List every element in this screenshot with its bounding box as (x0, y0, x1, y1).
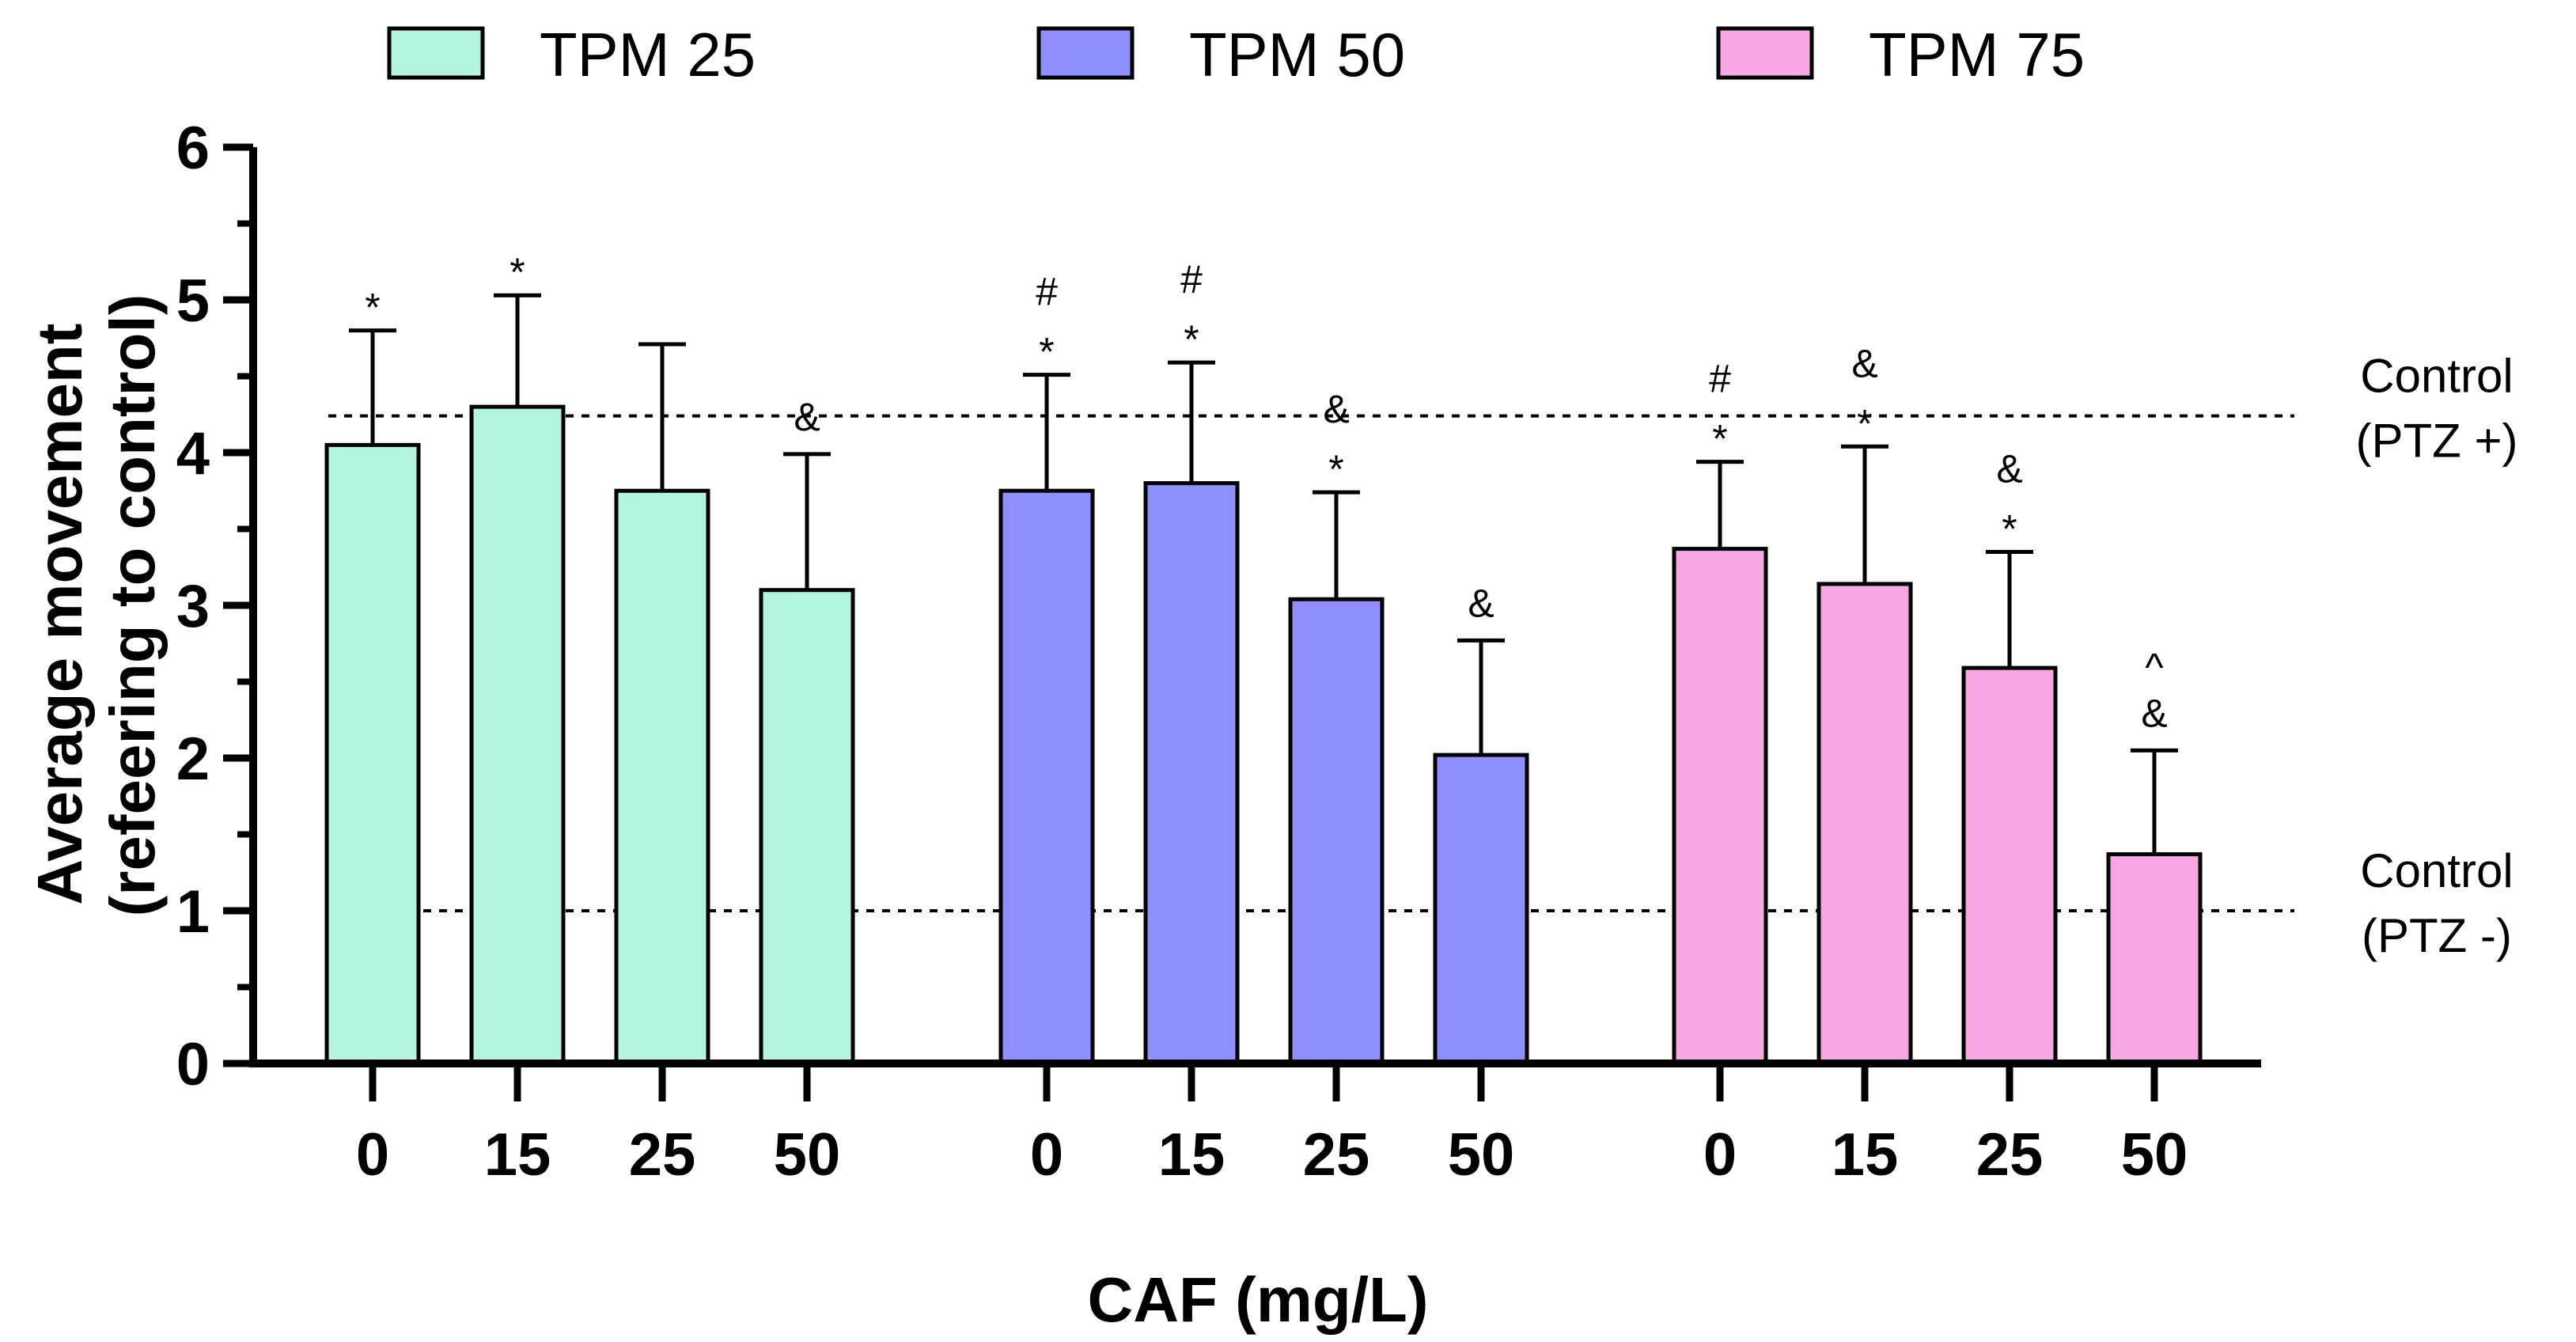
legend-label: TPM 75 (1869, 20, 2085, 89)
legend-swatch (1716, 26, 1814, 80)
x-tick-label: 50 (1448, 1121, 1515, 1188)
bar (759, 588, 855, 1066)
legend-label: TPM 50 (1189, 20, 1405, 89)
legend: TPM 25 TPM 50 TPM 75 (387, 20, 2085, 89)
y-tick-label: 2 (176, 726, 210, 793)
y-tick-label: 6 (176, 115, 210, 182)
bar (469, 404, 566, 1066)
bar (1288, 597, 1385, 1066)
significance-mark: # (1180, 257, 1203, 301)
legend-item-3: TPM 75 (1716, 20, 2085, 89)
reference-line-label-2: Control (PTZ -) (2360, 844, 2513, 962)
significance-mark: * (1039, 330, 1054, 374)
x-tick-label: 25 (1976, 1121, 2044, 1188)
significance-mark: * (1712, 417, 1727, 461)
significance-mark: & (794, 395, 820, 439)
significance-mark: # (1709, 357, 1731, 401)
bar (614, 488, 710, 1066)
bar (1433, 753, 1529, 1066)
y-axis-title: Average movement (refeering to control) (25, 294, 168, 917)
y-tick-label: 0 (176, 1031, 210, 1098)
legend-label: TPM 25 (540, 20, 756, 89)
bar (1143, 481, 1240, 1066)
significance-mark: & (1851, 341, 1877, 385)
bar (1961, 665, 2058, 1066)
significance-mark: * (1184, 317, 1199, 362)
bar (998, 488, 1095, 1066)
significance-mark: & (1996, 446, 2022, 491)
y-tick-label: 4 (176, 420, 210, 487)
y-axis-title-line-1: Average movement (25, 324, 95, 905)
y-ticks: 0 1 2 3 4 5 6 (176, 115, 253, 1098)
reference-line-label-text: (PTZ -) (2362, 909, 2512, 962)
x-tick-label: 15 (484, 1121, 551, 1188)
series-1: * * & (324, 250, 855, 1066)
reference-line-label-text: Control (2360, 844, 2513, 897)
significance-mark: # (1036, 270, 1058, 314)
x-tick-label: 15 (1158, 1121, 1225, 1188)
significance-mark: * (365, 286, 380, 330)
bar (2106, 852, 2203, 1066)
legend-item-1: TPM 25 (387, 20, 756, 89)
x-tick-label: 25 (1303, 1121, 1370, 1188)
x-tick-label: 0 (356, 1121, 389, 1188)
significance-mark: * (510, 250, 525, 294)
legend-item-2: TPM 50 (1036, 20, 1405, 89)
bar (1672, 547, 1768, 1066)
y-tick-label: 1 (176, 878, 210, 946)
bar (1816, 582, 1913, 1066)
x-axis-title: CAF (mg/L) (1087, 1264, 1428, 1335)
x-ticks: 0 15 25 50 0 15 25 50 0 15 25 50 (356, 1063, 2188, 1188)
x-tick-label: 50 (774, 1121, 841, 1188)
reference-line-label-text: Control (2360, 350, 2513, 403)
significance-mark: ^ (2145, 645, 2164, 689)
significance-mark: & (1323, 387, 1349, 431)
x-tick-label: 15 (1832, 1121, 1899, 1188)
reference-line-label-1: Control (PTZ +) (2356, 350, 2518, 468)
x-tick-label: 25 (629, 1121, 696, 1188)
bars: **&#*#*&*&#*&*&*^& (324, 250, 2203, 1066)
significance-mark: * (1857, 401, 1872, 445)
series-2: # * # * & * & (998, 257, 1529, 1066)
x-tick-label: 0 (1703, 1121, 1737, 1188)
y-axis-title-line-2: (refeering to control) (97, 294, 168, 917)
x-tick-label: 0 (1030, 1121, 1063, 1188)
series-3: #*&*&*^& (1672, 341, 2203, 1066)
x-tick-label: 50 (2121, 1121, 2188, 1188)
significance-mark: * (2002, 506, 2017, 551)
significance-mark: & (1468, 581, 1494, 625)
reference-line-label-text: (PTZ +) (2356, 415, 2518, 468)
legend-swatch (1036, 26, 1135, 80)
significance-mark: & (2141, 691, 2167, 735)
legend-swatch (387, 26, 485, 80)
y-tick-label: 3 (176, 573, 210, 640)
bar (324, 442, 421, 1066)
significance-mark: * (1328, 447, 1343, 491)
y-tick-label: 5 (176, 267, 210, 335)
